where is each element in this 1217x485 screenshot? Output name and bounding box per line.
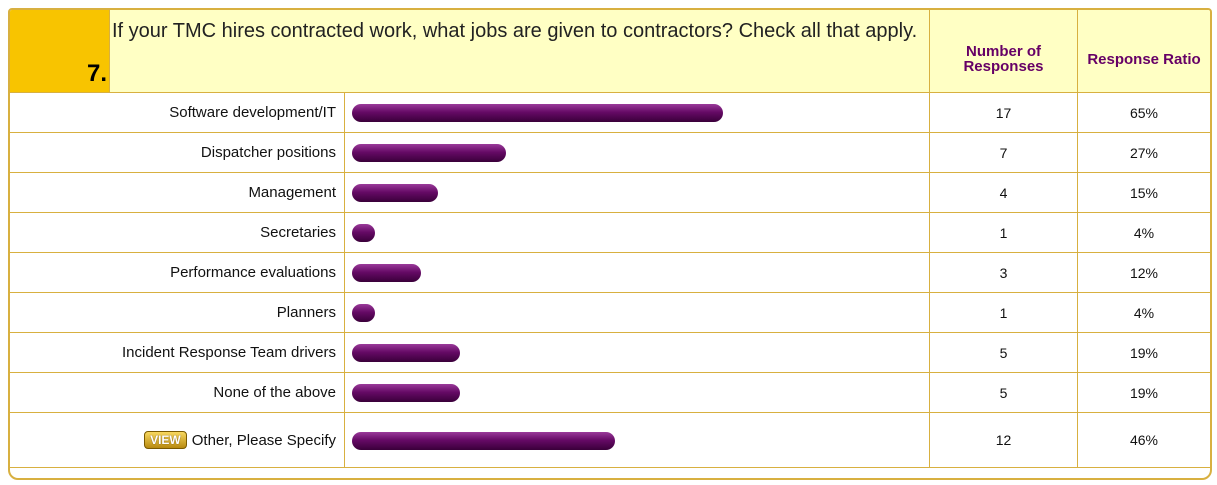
bar-cell xyxy=(345,93,930,133)
response-count: 4 xyxy=(930,173,1078,213)
response-ratio: 12% xyxy=(1078,253,1210,293)
row-label: Incident Response Team drivers xyxy=(10,333,345,373)
view-button[interactable]: VIEW xyxy=(144,431,187,449)
row-label: Performance evaluations xyxy=(10,253,345,293)
response-ratio: 19% xyxy=(1078,333,1210,373)
bar-cell xyxy=(345,293,930,333)
response-ratio: 4% xyxy=(1078,213,1210,253)
question-panel: 7. If your TMC hires contracted work, wha… xyxy=(8,8,1212,480)
bar xyxy=(352,184,438,202)
bar xyxy=(352,384,461,402)
bar-cell xyxy=(345,253,930,293)
question-title: If your TMC hires contracted work, what … xyxy=(110,10,930,93)
row-label: Software development/IT xyxy=(10,93,345,133)
bar-cell xyxy=(345,213,930,253)
category-label: Other, Please Specify xyxy=(191,431,336,449)
bar-cell xyxy=(345,333,930,373)
row-label: None of the above xyxy=(10,373,345,413)
category-label: Planners xyxy=(276,304,336,321)
bar xyxy=(352,144,507,162)
category-label: Software development/IT xyxy=(169,104,336,121)
response-count: 12 xyxy=(930,413,1078,468)
response-count: 1 xyxy=(930,293,1078,333)
ratio-header: Response Ratio xyxy=(1078,10,1210,93)
bar-cell xyxy=(345,173,930,213)
bar xyxy=(352,304,375,322)
response-ratio: 4% xyxy=(1078,293,1210,333)
category-label: Management xyxy=(248,184,336,201)
bar xyxy=(352,224,375,242)
row-label: Secretaries xyxy=(10,213,345,253)
category-label: Performance evaluations xyxy=(170,264,336,281)
count-header: Number of Responses xyxy=(930,10,1078,93)
bar-cell xyxy=(345,373,930,413)
response-ratio: 27% xyxy=(1078,133,1210,173)
category-label: Secretaries xyxy=(260,224,336,241)
bar xyxy=(352,104,724,122)
response-ratio: 15% xyxy=(1078,173,1210,213)
row-label: Planners xyxy=(10,293,345,333)
category-label: Dispatcher positions xyxy=(200,144,336,161)
response-ratio: 46% xyxy=(1078,413,1210,468)
response-count: 3 xyxy=(930,253,1078,293)
row-label: VIEW Other, Please Specify xyxy=(10,413,345,468)
bar xyxy=(352,264,421,282)
bar-cell xyxy=(345,413,930,468)
bar xyxy=(352,431,615,450)
category-label: None of the above xyxy=(213,384,336,401)
response-count: 7 xyxy=(930,133,1078,173)
response-count: 5 xyxy=(930,333,1078,373)
category-label: Incident Response Team drivers xyxy=(122,344,336,361)
question-number: 7. xyxy=(10,10,110,93)
response-ratio: 65% xyxy=(1078,93,1210,133)
bar xyxy=(352,344,461,362)
response-count: 1 xyxy=(930,213,1078,253)
response-count: 5 xyxy=(930,373,1078,413)
response-count: 17 xyxy=(930,93,1078,133)
bar-cell xyxy=(345,133,930,173)
row-label: Management xyxy=(10,173,345,213)
response-ratio: 19% xyxy=(1078,373,1210,413)
row-label: Dispatcher positions xyxy=(10,133,345,173)
